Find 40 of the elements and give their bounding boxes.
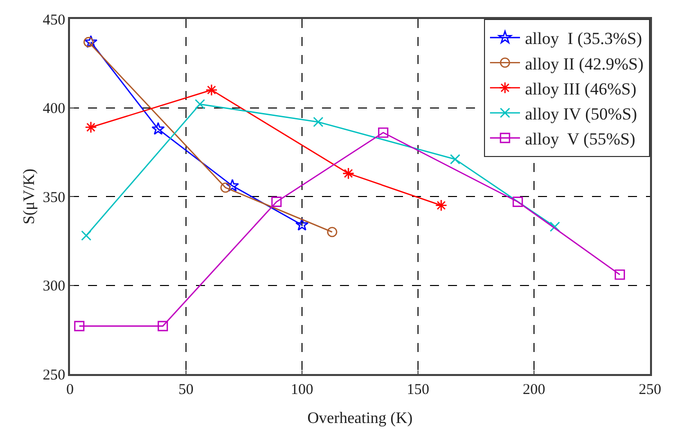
point (74, 320, 84, 332)
point (220, 182, 231, 193)
point (81, 230, 92, 241)
point (614, 269, 625, 280)
point (512, 196, 523, 207)
x-tick-label: 50 (178, 382, 194, 398)
legend-label: alloy II (42.9%S) (525, 54, 644, 74)
point (327, 226, 338, 238)
point (194, 99, 206, 110)
point (313, 116, 324, 128)
point (84, 35, 98, 48)
legend-label: alloy I (35.3%S) (525, 29, 642, 48)
y-tick-label: 350 (42, 190, 66, 206)
x-tick-label: 150 (406, 382, 430, 398)
x-tick-label: 100 (290, 382, 314, 398)
point (295, 218, 309, 231)
point (158, 320, 168, 332)
point (271, 196, 282, 207)
x-tick-label: 200 (522, 382, 546, 398)
legend-label: alloy V (55%S) (525, 130, 636, 149)
legend-label: alloy IV (50%S) (525, 104, 638, 124)
y-tick-label: 450 (42, 12, 66, 28)
point (205, 84, 218, 96)
y-tick-label: 250 (42, 367, 66, 384)
point (152, 122, 165, 135)
legend-label: alloy III (46%S) (525, 79, 636, 98)
point (342, 167, 354, 180)
x-tick-label: 0 (66, 382, 74, 398)
point (226, 178, 240, 192)
point (83, 36, 94, 48)
x-tick-label: 250 (638, 382, 662, 398)
point (550, 222, 560, 232)
point (450, 154, 460, 164)
y-tick-label: 400 (42, 101, 66, 117)
point (84, 121, 97, 134)
point (435, 199, 448, 212)
y-axis-title: S(μV/K) (21, 168, 38, 224)
x-axis-title: Overheating (K) (307, 410, 413, 427)
y-tick-label: 300 (42, 278, 66, 294)
point (378, 127, 388, 138)
